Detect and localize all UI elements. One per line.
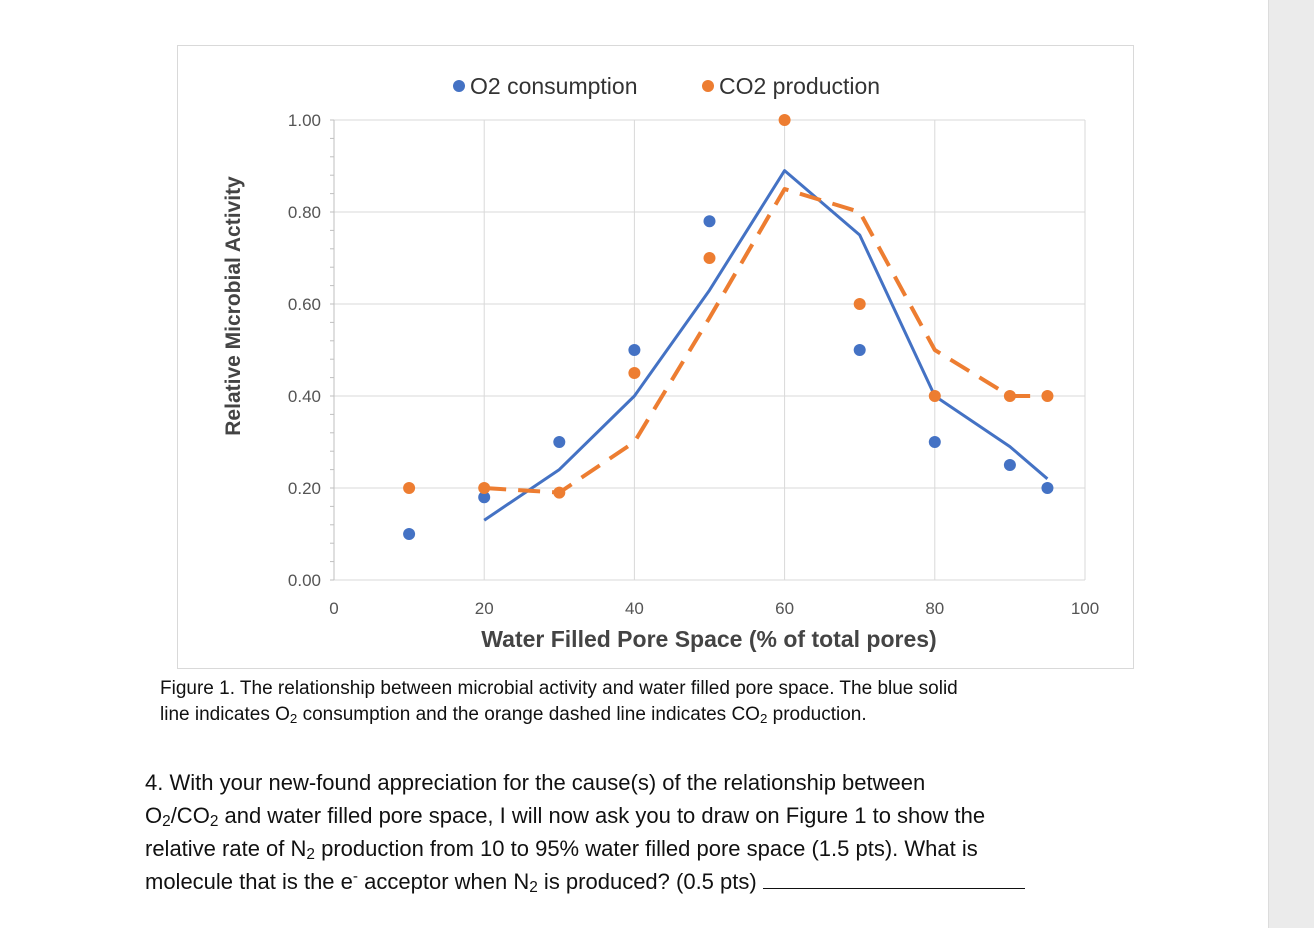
data-point xyxy=(778,114,791,126)
caption-line-2: line indicates O2 consumption and the or… xyxy=(160,704,867,726)
chart: 0.00 0.20 0.40 0.60 0.80 1.00 0 20 40 60 80 100 O2 … xyxy=(222,73,1099,652)
question-line-4: molecule that is the e- acceptor when N2… xyxy=(145,868,757,896)
question-4: 4. With your new-found appreciation for … xyxy=(145,766,1145,898)
answer-blank[interactable] xyxy=(762,870,1025,889)
y-tick-label: 0.20 xyxy=(288,479,321,498)
figure-caption: Figure 1. The relationship between micro… xyxy=(160,676,1150,728)
question-line-2: O2/CO2 and water filled pore space, I wi… xyxy=(145,803,986,830)
data-point xyxy=(403,482,416,494)
data-point xyxy=(553,436,566,448)
scrollbar-track[interactable] xyxy=(1268,0,1314,928)
data-point xyxy=(1003,390,1016,402)
legend-marker xyxy=(453,80,465,92)
data-point xyxy=(703,252,716,264)
y-tick-label: 0.60 xyxy=(288,295,321,314)
data-point xyxy=(703,215,716,228)
y-axis-title: Relative Microbial Activity xyxy=(222,176,245,436)
legend-label: O2 consumption xyxy=(470,73,637,99)
x-tick-label: 40 xyxy=(625,599,644,618)
x-tick-label: 20 xyxy=(475,599,494,618)
data-point xyxy=(928,436,941,448)
data-point xyxy=(478,482,491,494)
legend-label: CO2 production xyxy=(719,73,880,99)
x-tick-label: 60 xyxy=(775,599,794,618)
data-point xyxy=(853,344,866,356)
legend-marker xyxy=(702,80,714,92)
data-point xyxy=(553,486,566,499)
caption-line-1: Figure 1. The relationship between micro… xyxy=(160,678,958,699)
data-point xyxy=(1041,482,1054,494)
question-line-1: 4. With your new-found appreciation for … xyxy=(145,770,926,795)
data-point xyxy=(403,528,416,540)
data-point xyxy=(628,367,641,379)
data-point xyxy=(853,298,866,310)
data-point xyxy=(1041,390,1054,402)
x-tick-label: 80 xyxy=(925,599,944,618)
y-tick-label: 0.80 xyxy=(288,203,321,222)
chart-frame: 0.00 0.20 0.40 0.60 0.80 1.00 0 20 40 60 80 100 O2 … xyxy=(177,45,1134,669)
data-point xyxy=(628,344,641,356)
data-point xyxy=(478,491,491,504)
x-axis-title: Water Filled Pore Space (% of total pore… xyxy=(481,626,936,652)
data-point xyxy=(1003,459,1016,471)
x-tick-label: 100 xyxy=(1071,599,1099,618)
y-tick-label: 0.00 xyxy=(288,571,321,590)
data-point xyxy=(928,390,941,402)
trendline xyxy=(483,169,1049,522)
x-tick-label: 0 xyxy=(329,599,338,618)
trendline xyxy=(484,187,1048,495)
question-line-3: relative rate of N2 production from 10 t… xyxy=(145,836,978,863)
y-tick-label: 0.40 xyxy=(288,387,321,406)
y-tick-label: 1.00 xyxy=(288,111,321,130)
